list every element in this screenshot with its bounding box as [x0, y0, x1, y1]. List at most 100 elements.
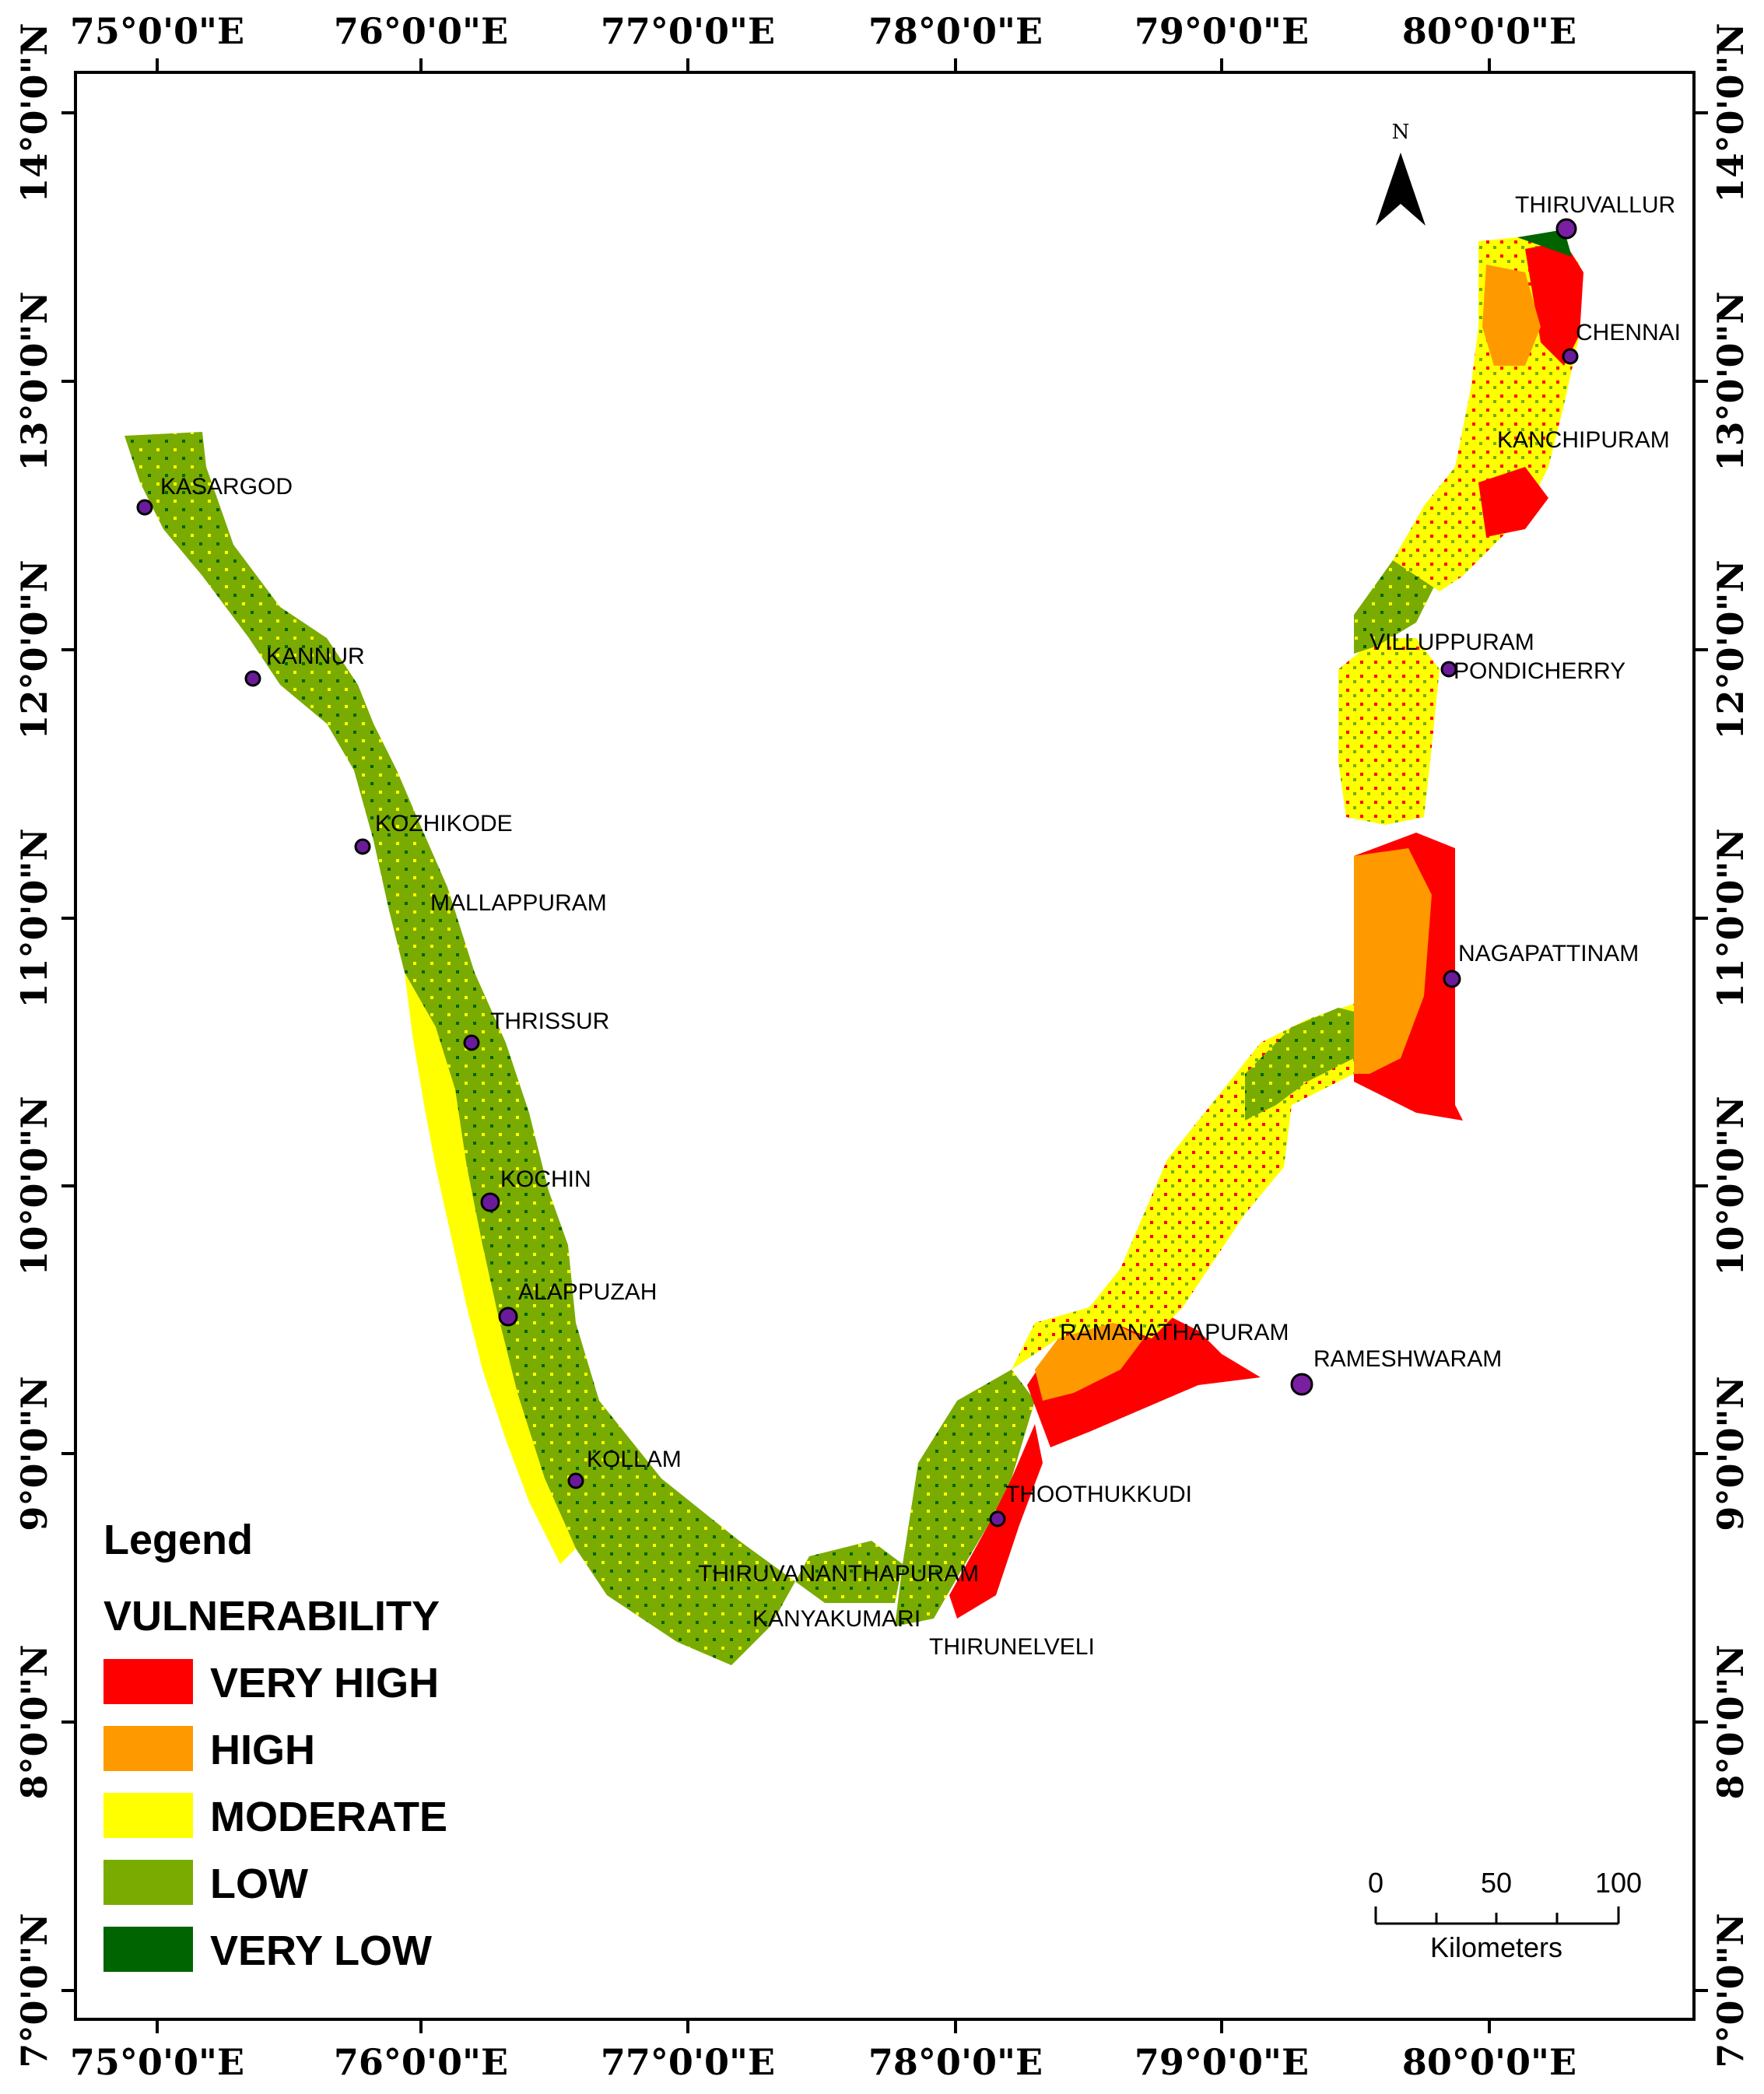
scale-bar: 0 50 100 Kilometers	[1368, 1867, 1642, 1963]
city-marker	[989, 1510, 1006, 1528]
lon-label-top: 79°0'0"E	[1135, 10, 1309, 52]
lat-label-right: 14°0'0"N	[1710, 23, 1752, 202]
legend-swatch-very-high	[103, 1659, 193, 1704]
lat-label-left: 12°0'0"N	[13, 559, 55, 739]
east-diagonal-low-zone	[1245, 1008, 1354, 1121]
city-marker	[1562, 348, 1579, 365]
city-marker	[1290, 1373, 1313, 1396]
lat-label-right: 8°0'0"N	[1710, 1644, 1752, 1799]
scale-tick-label: 50	[1481, 1867, 1512, 1899]
legend-label: VERY LOW	[210, 1927, 432, 1974]
north-label: N	[1392, 121, 1410, 144]
latitude-labels-right: 14°0'0"N 13°0'0"N 12°0'0"N 11°0'0"N 10°0…	[1710, 23, 1752, 2068]
city-label: THIRUNELVELI	[929, 1634, 1095, 1660]
city-label: NAGAPATTINAM	[1458, 941, 1639, 966]
city-label: KASARGOD	[160, 474, 293, 500]
city-label: RAMESHWARAM	[1313, 1346, 1502, 1372]
city-label: KOLLAM	[587, 1447, 682, 1472]
south-low-zone	[895, 1370, 1035, 1626]
lon-label-top: 80°0'0"E	[1402, 10, 1576, 52]
legend-label: HIGH	[210, 1727, 315, 1773]
city-label: THIRUVALLUR	[1515, 192, 1675, 218]
nagapattinam-high-zone	[1354, 848, 1432, 1074]
chennai-red-band	[1478, 467, 1548, 537]
legend-label: MODERATE	[210, 1794, 447, 1840]
city-marker	[463, 1034, 480, 1051]
west-coast-moderate-strip	[405, 973, 576, 1564]
legend-swatch-moderate	[103, 1793, 193, 1838]
lat-label-right: 13°0'0"N	[1710, 291, 1752, 471]
scale-unit: Kilometers	[1430, 1931, 1562, 1963]
scale-tick-label: 0	[1368, 1867, 1383, 1899]
lat-label-left: 13°0'0"N	[13, 291, 55, 471]
lat-label-left: 8°0'0"N	[13, 1644, 55, 1799]
legend-subtitle: VULNERABILITY	[103, 1593, 440, 1640]
city-markers: KASARGOD KANNUR KOZHIKODE MALLAPPURAM TH…	[136, 192, 1681, 1660]
city-label: KOZHIKODE	[375, 811, 513, 837]
lat-label-right: 10°0'0"N	[1710, 1096, 1752, 1275]
city-label: RAMANATHAPURAM	[1060, 1320, 1289, 1345]
lon-label-bottom: 78°0'0"E	[868, 2041, 1043, 2083]
city-marker	[244, 670, 261, 687]
scale-tick-label: 100	[1595, 1867, 1642, 1899]
city-label: KANYAKUMARI	[752, 1606, 921, 1632]
lat-label-right: 9°0'0"N	[1710, 1376, 1752, 1531]
city-marker	[1443, 970, 1461, 988]
city-marker	[1440, 661, 1457, 678]
city-label: KANNUR	[266, 644, 365, 669]
city-label: VILLUPPURAM	[1369, 630, 1534, 655]
lon-label-bottom: 76°0'0"E	[334, 2041, 508, 2083]
city-label: KOCHIN	[500, 1166, 591, 1192]
city-marker	[567, 1472, 584, 1489]
lon-label-bottom: 80°0'0"E	[1402, 2041, 1576, 2083]
city-marker	[136, 499, 153, 516]
longitude-labels-top: 75°0'0"E 76°0'0"E 77°0'0"E 78°0'0"E 79°0…	[70, 10, 1576, 52]
lat-label-left: 7°0'0"N	[13, 1913, 55, 2068]
ramanathapuram-high-zone	[1035, 1323, 1144, 1401]
city-label: PONDICHERRY	[1454, 658, 1625, 684]
city-label: ALAPPUZAH	[518, 1279, 657, 1305]
north-arrow-icon: N	[1376, 121, 1426, 226]
city-marker	[1555, 218, 1577, 240]
city-marker	[480, 1192, 500, 1212]
lon-label-top: 76°0'0"E	[334, 10, 508, 52]
lon-label-bottom: 75°0'0"E	[70, 2041, 244, 2083]
city-label: KANCHIPURAM	[1497, 427, 1670, 453]
thiruvallur-very-low-zone	[1517, 230, 1572, 257]
lon-label-bottom: 79°0'0"E	[1135, 2041, 1309, 2083]
city-label: THRISSUR	[490, 1008, 609, 1034]
legend-swatch-very-low	[103, 1927, 193, 1972]
lon-label-top: 75°0'0"E	[70, 10, 244, 52]
chennai-very-high-zone	[1525, 241, 1583, 366]
latitude-ticks	[61, 111, 1708, 1992]
legend-title: Legend	[103, 1517, 253, 1563]
legend: Legend VULNERABILITY VERY HIGH HIGH MODE…	[103, 1517, 447, 1974]
longitude-labels-bottom: 75°0'0"E 76°0'0"E 77°0'0"E 78°0'0"E 79°0…	[70, 2041, 1576, 2083]
lat-label-right: 11°0'0"N	[1710, 828, 1752, 1008]
city-label: THOOTHUKKUDI	[1005, 1482, 1192, 1507]
lat-label-left: 10°0'0"N	[13, 1096, 55, 1275]
lat-label-right: 12°0'0"N	[1710, 559, 1752, 739]
lat-label-left: 11°0'0"N	[13, 828, 55, 1008]
lat-label-right: 7°0'0"N	[1710, 1913, 1752, 2068]
west-coast-low-zone	[124, 432, 903, 1665]
vulnerability-belt	[124, 230, 1583, 1665]
lat-label-left: 14°0'0"N	[13, 23, 55, 202]
legend-swatch-high	[103, 1726, 193, 1771]
legend-label: LOW	[210, 1861, 308, 1907]
city-marker	[498, 1307, 518, 1327]
lon-label-top: 77°0'0"E	[601, 10, 775, 52]
latitude-labels-left: 14°0'0"N 13°0'0"N 12°0'0"N 11°0'0"N 10°0…	[13, 23, 55, 2068]
legend-label: VERY HIGH	[210, 1660, 439, 1706]
city-label: CHENNAI	[1576, 320, 1681, 345]
pondicherry-moderate-zone	[1338, 638, 1440, 825]
city-label: THIRUVANANTHAPURAM	[698, 1561, 979, 1587]
city-label: MALLAPPURAM	[430, 890, 607, 916]
lon-label-bottom: 77°0'0"E	[601, 2041, 775, 2083]
lat-label-left: 9°0'0"N	[13, 1376, 55, 1531]
lon-label-top: 78°0'0"E	[868, 10, 1043, 52]
chennai-high-zone	[1482, 265, 1541, 366]
legend-swatch-low	[103, 1860, 193, 1905]
city-marker	[354, 838, 371, 855]
